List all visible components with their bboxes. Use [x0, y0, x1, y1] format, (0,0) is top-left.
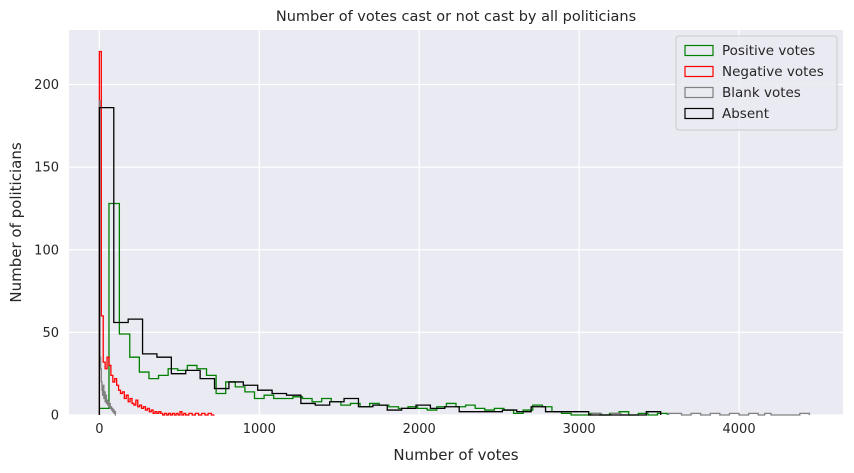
y-tick-label: 100 — [34, 243, 59, 258]
legend: Positive votes Negative votes Blank votes A… — [675, 35, 838, 131]
y-tick-label: 0 — [51, 409, 59, 424]
legend-swatch — [684, 65, 714, 78]
legend-swatch — [684, 107, 714, 120]
y-tick-label: 50 — [42, 326, 59, 341]
tick-labels: 0 1000 2000 3000 4000 0 50 100 150 200 — [34, 78, 755, 437]
y-tick-label: 150 — [34, 161, 59, 176]
chart-title: Number of votes cast or not cast by all … — [276, 9, 636, 25]
x-tick-label: 0 — [95, 422, 103, 437]
series-layer — [98, 50, 811, 416]
series-negative-votes — [98, 50, 215, 416]
legend-label: Absent — [722, 106, 769, 122]
legend-label: Positive votes — [722, 43, 815, 59]
legend-swatch — [684, 86, 714, 99]
x-tick-label: 1000 — [243, 422, 276, 437]
legend-swatch — [684, 44, 714, 57]
x-axis-label: Number of votes — [393, 446, 518, 464]
legend-frame — [675, 35, 838, 131]
x-tick-label: 3000 — [563, 422, 596, 437]
x-tick-label: 2000 — [403, 422, 436, 437]
legend-label: Negative votes — [722, 64, 824, 80]
y-tick-label: 200 — [34, 78, 59, 93]
series-absent — [98, 107, 662, 416]
y-axis-label: Number of politicians — [7, 142, 25, 302]
legend-label: Blank votes — [722, 85, 801, 101]
x-tick-label: 4000 — [723, 422, 756, 437]
